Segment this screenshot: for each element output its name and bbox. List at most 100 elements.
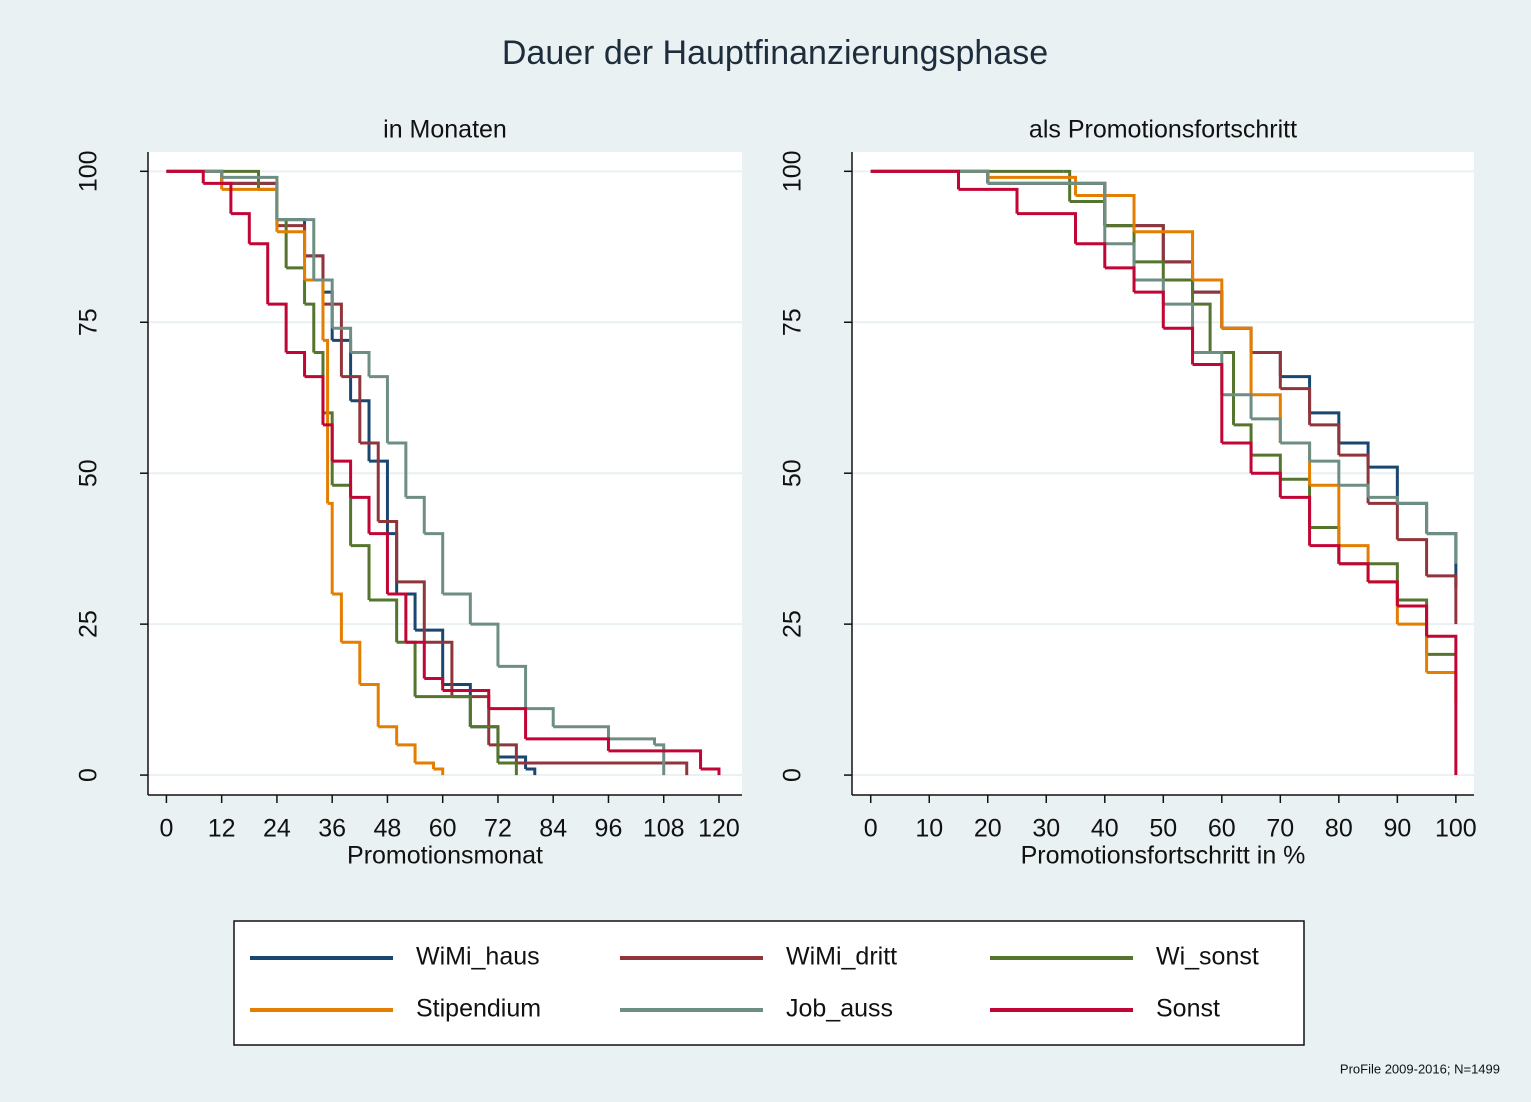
x-tick-label: 40 bbox=[1091, 815, 1119, 843]
line-step bbox=[424, 676, 445, 691]
line-step bbox=[1221, 326, 1253, 395]
x-tick-label: 108 bbox=[643, 815, 685, 843]
y-tick-label: 50 bbox=[75, 459, 103, 487]
line-step bbox=[654, 743, 666, 776]
x-axis-label: Promotionsmonat bbox=[347, 842, 543, 870]
y-tick-label: 75 bbox=[779, 308, 807, 336]
line-step bbox=[442, 689, 491, 709]
line-step bbox=[1017, 212, 1078, 244]
x-tick-label: 0 bbox=[864, 815, 878, 843]
x-tick-label: 48 bbox=[374, 815, 402, 843]
y-tick-label: 50 bbox=[779, 459, 807, 487]
line-step bbox=[1426, 574, 1458, 625]
line-step bbox=[378, 725, 399, 745]
y-tick-label: 100 bbox=[779, 150, 807, 192]
line-step bbox=[332, 459, 353, 498]
line-step bbox=[322, 423, 334, 462]
line-step bbox=[1309, 459, 1341, 486]
legend-label: Sonst bbox=[1156, 995, 1220, 1023]
line-step bbox=[1426, 532, 1458, 564]
line-step bbox=[267, 302, 288, 353]
chart-title: Dauer der Hauptfinanzierungsphase bbox=[502, 34, 1048, 72]
legend-label: WiMi_haus bbox=[416, 943, 540, 971]
note: ProFile 2009-2016; N=1499 bbox=[1340, 1061, 1500, 1076]
line-step bbox=[1134, 290, 1165, 329]
line-step bbox=[1397, 538, 1429, 576]
line-step bbox=[405, 640, 426, 679]
line-step bbox=[1251, 453, 1282, 480]
x-tick-label: 84 bbox=[539, 815, 567, 843]
line-step bbox=[276, 230, 307, 280]
line-step bbox=[350, 350, 371, 377]
line-step bbox=[1368, 580, 1399, 607]
legend-label: Job_auss bbox=[786, 995, 893, 1023]
line-step bbox=[304, 375, 325, 425]
line-step bbox=[405, 495, 426, 534]
line-step bbox=[378, 519, 399, 582]
line-step bbox=[304, 302, 316, 353]
line-step bbox=[608, 749, 703, 770]
line-step bbox=[497, 755, 528, 770]
line-step bbox=[313, 278, 334, 329]
line-step bbox=[1309, 423, 1341, 456]
y-tick-label: 0 bbox=[75, 768, 103, 782]
line-step bbox=[221, 175, 279, 220]
line-step bbox=[396, 743, 417, 764]
y-tick-label: 25 bbox=[75, 610, 103, 638]
line-step bbox=[870, 169, 960, 190]
line-step bbox=[322, 302, 343, 377]
line-step bbox=[1280, 441, 1312, 462]
y-tick-label: 75 bbox=[75, 308, 103, 336]
line-step bbox=[1309, 544, 1341, 564]
line-step bbox=[1192, 363, 1224, 444]
line-step bbox=[230, 212, 251, 244]
line-step bbox=[470, 622, 500, 667]
line-step bbox=[958, 187, 1019, 214]
line-step bbox=[1251, 417, 1282, 444]
x-tick-label: 0 bbox=[159, 815, 173, 843]
line-step bbox=[470, 725, 500, 764]
line-step bbox=[369, 532, 389, 594]
line-step bbox=[1280, 387, 1312, 425]
line-step bbox=[387, 441, 408, 498]
x-tick-label: 30 bbox=[1032, 815, 1060, 843]
line-step bbox=[525, 767, 537, 776]
x-tick-label: 60 bbox=[1208, 815, 1236, 843]
line-step bbox=[322, 338, 330, 504]
x-axis-label: Promotionsfortschritt in % bbox=[1021, 842, 1306, 870]
line-step bbox=[276, 218, 316, 280]
x-tick-label: 24 bbox=[263, 815, 291, 843]
line-step bbox=[1163, 326, 1195, 365]
line-step bbox=[1397, 604, 1429, 637]
line-step bbox=[1426, 634, 1458, 655]
line-step bbox=[1280, 495, 1312, 546]
line-step bbox=[1134, 230, 1195, 280]
line-step bbox=[341, 640, 362, 685]
line-step bbox=[1397, 501, 1429, 534]
line-step bbox=[359, 683, 380, 727]
x-tick-label: 50 bbox=[1149, 815, 1177, 843]
line-step bbox=[1075, 242, 1107, 268]
line-step bbox=[1368, 495, 1399, 504]
legend-label: Wi_sonst bbox=[1156, 943, 1259, 971]
line-step bbox=[1368, 465, 1399, 504]
line-step bbox=[396, 580, 426, 643]
line-step bbox=[350, 544, 371, 600]
line-step bbox=[369, 459, 389, 534]
line-step bbox=[341, 375, 362, 444]
line-step bbox=[1338, 562, 1370, 582]
line-step bbox=[1104, 266, 1136, 293]
line-step bbox=[516, 761, 689, 776]
line-step bbox=[369, 375, 389, 444]
line-step bbox=[424, 640, 454, 697]
x-tick-label: 10 bbox=[915, 815, 943, 843]
line-step bbox=[1338, 483, 1370, 498]
x-tick-label: 70 bbox=[1266, 815, 1294, 843]
line-step bbox=[203, 181, 233, 214]
line-step bbox=[451, 695, 472, 727]
line-step bbox=[525, 737, 610, 751]
line-step bbox=[166, 169, 205, 184]
line-step bbox=[249, 242, 270, 305]
line-step bbox=[332, 592, 343, 643]
line-step bbox=[424, 532, 445, 594]
